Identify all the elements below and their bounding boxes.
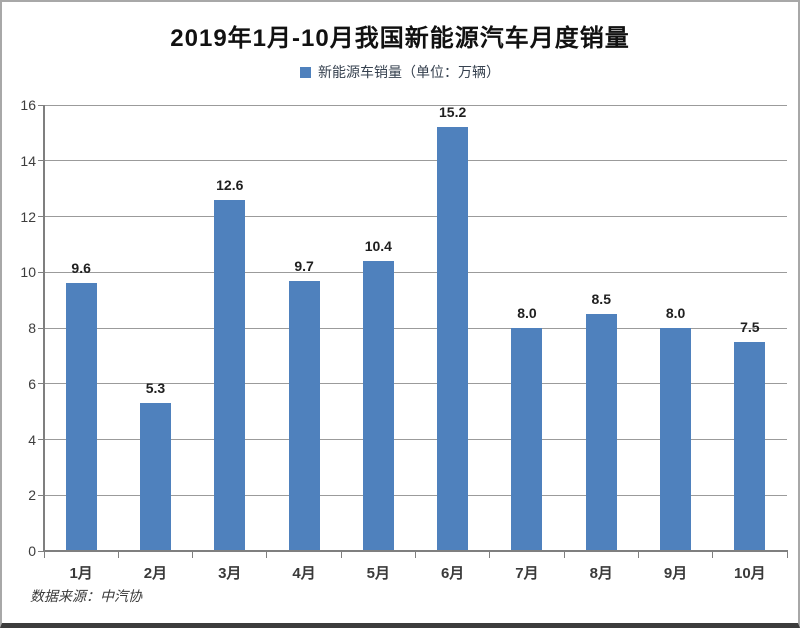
x-category-label: 8月 (589, 565, 613, 582)
y-tick-label: 14 (20, 152, 36, 169)
x-category-label: 9月 (663, 565, 688, 582)
y-tick-label: 8 (28, 320, 36, 336)
bar-3月 (214, 199, 246, 550)
y-tick-label: 0 (28, 543, 36, 559)
gridline (44, 271, 787, 273)
y-tick-mark (38, 271, 44, 273)
y-tick-label: 4 (28, 431, 36, 448)
legend: 新能源车销量（单位：万辆） (2, 62, 798, 82)
bar-value-label: 9.7 (294, 257, 314, 274)
gridline (44, 216, 787, 217)
y-tick-label: 16 (20, 97, 36, 113)
x-tick-mark (637, 552, 639, 558)
y-tick-label: 12 (20, 208, 36, 225)
x-category-label: 7月 (515, 565, 539, 582)
x-category-label: 3月 (218, 565, 242, 582)
x-category-label: 10月 (734, 565, 766, 582)
bar-8月 (585, 314, 617, 550)
y-tick-mark (38, 383, 44, 385)
bar-value-label: 12.6 (216, 176, 244, 193)
y-tick-label: 10 (20, 264, 36, 281)
x-tick-mark (43, 552, 45, 558)
bar-6月 (437, 127, 469, 550)
bar-2月 (139, 403, 171, 550)
gridline (44, 383, 787, 385)
gridline (44, 104, 787, 106)
x-tick-mark (563, 552, 565, 558)
bar-value-label: 9.6 (71, 260, 91, 277)
y-tick-label: 2 (28, 487, 36, 504)
gridline (44, 494, 787, 496)
bar-9月 (660, 328, 692, 550)
bar-value-label: 8.0 (517, 305, 537, 321)
gridline (44, 439, 787, 440)
source-note: 数据来源：中汽协 (30, 588, 142, 604)
y-tick-mark (38, 494, 44, 496)
x-tick-mark (340, 552, 342, 558)
chart-title: 2019年1月-10月我国新能源汽车月度销量 (170, 25, 630, 52)
x-tick-mark (266, 552, 268, 558)
gridline (44, 327, 787, 329)
x-category-label: 4月 (292, 565, 316, 582)
y-tick-mark (38, 550, 44, 552)
y-axis-line (43, 105, 45, 552)
bar-1月 (65, 283, 97, 550)
y-tick-mark (38, 216, 44, 217)
x-tick-mark (192, 552, 194, 558)
x-axis-line (44, 550, 788, 552)
x-tick-mark (786, 552, 788, 558)
bar-7月 (511, 328, 543, 550)
x-category-label: 2月 (143, 565, 168, 582)
bar-value-label: 10.4 (364, 238, 392, 255)
bar-value-label: 8.5 (591, 291, 611, 308)
x-category-label: 6月 (440, 565, 465, 582)
y-tick-mark (38, 104, 44, 106)
bar-value-label: 8.0 (665, 305, 686, 321)
x-category-label: 5月 (366, 565, 391, 582)
y-tick-label: 6 (28, 375, 36, 392)
bar-10月 (734, 341, 766, 550)
legend-swatch-icon (300, 67, 311, 78)
y-tick-mark (38, 160, 44, 162)
bar-5月 (362, 261, 394, 550)
bar-value-label: 7.5 (740, 318, 760, 335)
bar-value-label: 15.2 (439, 104, 467, 121)
x-category-label: 1月 (69, 565, 93, 582)
legend-label: 新能源车销量（单位：万辆） (318, 64, 500, 80)
y-tick-mark (38, 439, 44, 440)
x-tick-mark (117, 552, 119, 558)
bar-4月 (288, 280, 320, 550)
y-tick-mark (38, 327, 44, 329)
x-tick-mark (489, 552, 491, 558)
x-tick-mark (712, 552, 714, 558)
x-tick-mark (415, 552, 416, 558)
bar-value-label: 5.3 (145, 380, 166, 397)
gridline (44, 160, 787, 162)
